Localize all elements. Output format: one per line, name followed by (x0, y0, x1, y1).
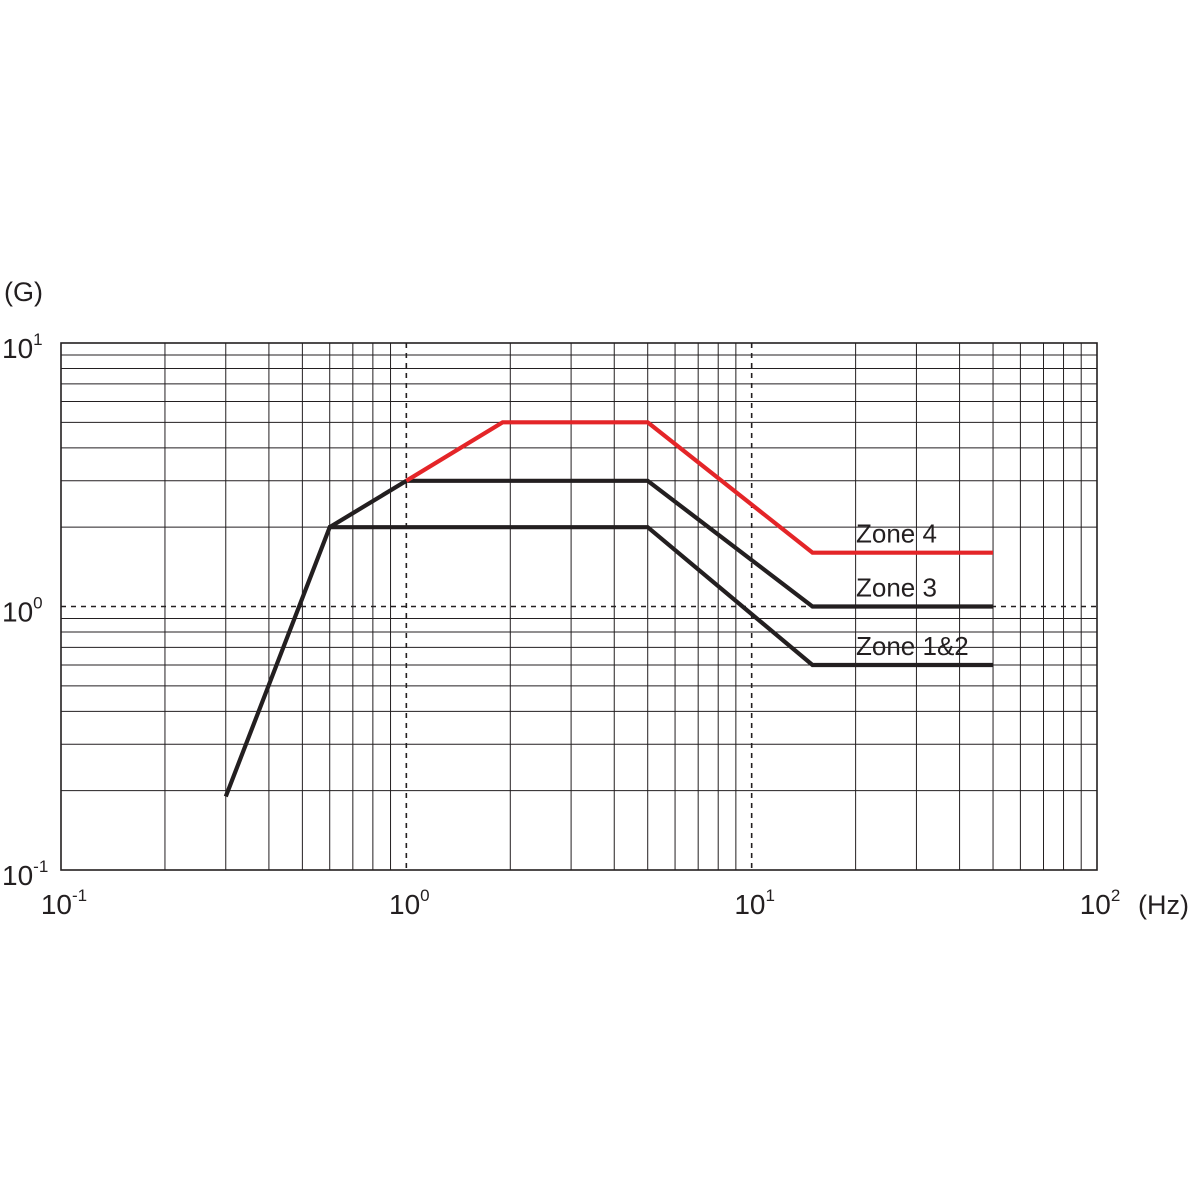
y-tick-label: 100 (2, 594, 43, 628)
y-axis-label: (G) (4, 277, 43, 307)
x-tick-label: 100 (389, 886, 430, 920)
x-tick-label: 102 (1080, 886, 1121, 920)
y-tick-label: 10-1 (2, 857, 48, 891)
x-axis-label: (Hz) (1138, 890, 1189, 920)
axis-labels: 10-1 100 101 102 101 100 10-1 (Hz) (G) (2, 277, 1189, 920)
series-labels: Zone 1&2 Zone 3 Zone 4 (856, 519, 969, 661)
series-layer (223, 420, 993, 798)
y-tick-label: 101 (2, 330, 43, 364)
series-line-2 (328, 478, 993, 609)
series-line-3 (405, 420, 993, 555)
series-label: Zone 1&2 (856, 631, 969, 661)
series-line-1 (223, 525, 993, 798)
series-label: Zone 4 (856, 519, 937, 549)
x-tick-label: 10-1 (41, 886, 87, 920)
series-label: Zone 3 (856, 573, 937, 603)
x-tick-label: 101 (734, 886, 775, 920)
plot-frame (60, 342, 1098, 871)
